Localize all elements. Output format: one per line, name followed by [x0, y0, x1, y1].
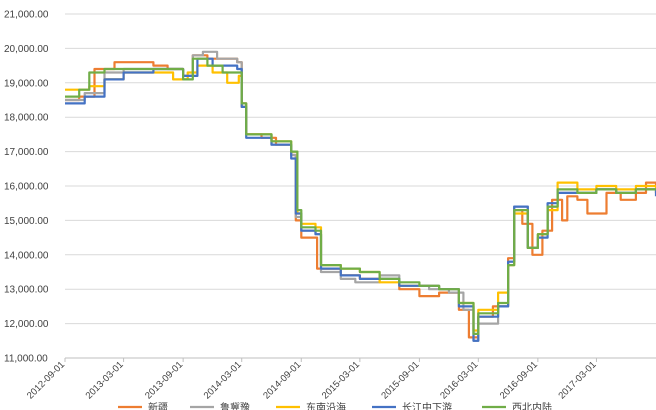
y-tick-label: 20,000.00: [4, 44, 49, 55]
gridlines: [65, 13, 656, 325]
x-tick-label: 2015-09-01: [379, 359, 421, 401]
x-tick-label: 2017-03-01: [556, 359, 598, 401]
series-line-4: [65, 57, 656, 335]
legend-label: 长江中下游: [402, 401, 452, 410]
legend-label: 新疆: [148, 401, 168, 410]
y-tick-label: 11,000.00: [4, 354, 48, 365]
y-tick-label: 19,000.00: [4, 78, 49, 89]
y-axis: 11,000.00 12,000.00 13,000.00 14,000.00 15,0…: [4, 10, 49, 365]
y-tick-label: 12,000.00: [4, 319, 49, 330]
y-tick-label: 15,000.00: [4, 216, 49, 227]
x-tick-label: 2016-09-01: [498, 359, 540, 401]
x-tick-label: 2016-03-01: [438, 359, 480, 401]
x-axis: [64, 357, 656, 362]
y-tick-label: 21,000.00: [4, 10, 49, 21]
legend: 新疆 鲁冀豫 东南沿海 长江中下游 西北内陆: [118, 401, 552, 410]
y-tick-label: 18,000.00: [4, 113, 49, 124]
series-line-0: [65, 54, 656, 339]
x-tick-label: 2014-03-01: [202, 359, 244, 401]
y-tick-label: 14,000.00: [4, 250, 49, 261]
series-lines: [65, 50, 656, 342]
legend-label: 东南沿海: [306, 401, 346, 410]
y-tick-label: 13,000.00: [4, 285, 49, 296]
x-tick-label: 2012-09-01: [25, 359, 67, 401]
x-tick-label: 2015-03-01: [320, 359, 362, 401]
y-tick-label: 16,000.00: [4, 182, 49, 193]
x-tick-label: 2013-09-01: [143, 359, 185, 401]
x-tick-label: 2014-09-01: [261, 359, 303, 401]
legend-label: 鲁冀豫: [220, 401, 250, 410]
x-tick-labels: 2012-09-01 2013-03-01 2013-09-01 2014-03-01…: [25, 359, 599, 401]
x-tick-label: 2013-03-01: [84, 359, 126, 401]
y-tick-label: 17,000.00: [4, 147, 49, 158]
legend-label: 西北内陆: [512, 401, 552, 410]
